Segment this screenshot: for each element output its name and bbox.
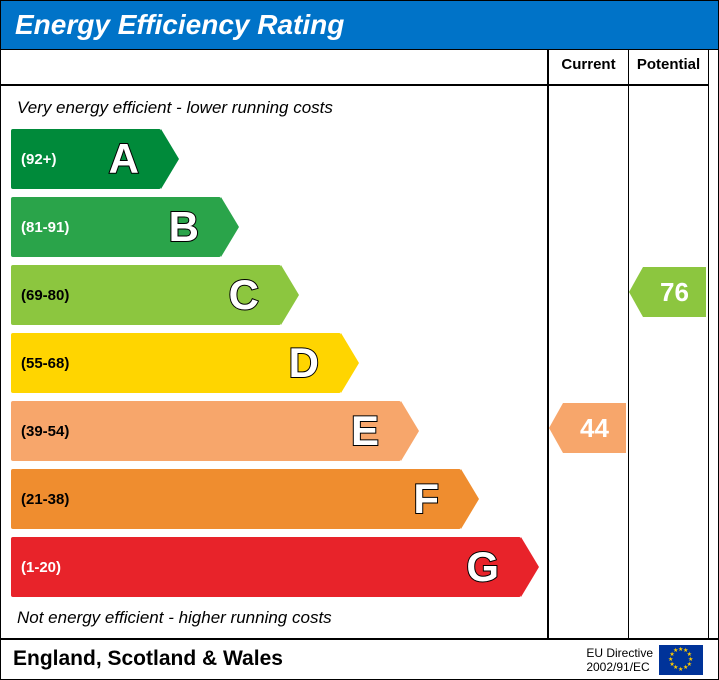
band-range-a: (92+) (11, 151, 56, 168)
potential-pointer-value: 76 (660, 277, 689, 308)
band-letter-g: G (466, 543, 499, 591)
eu-flag-icon: ★★★★★★★★★★★★ (659, 645, 703, 675)
band-tip-d (341, 333, 359, 393)
band-row-b: (81-91) B (11, 196, 537, 258)
eu-star-icon: ★ (683, 664, 688, 671)
header-potential: Potential (629, 50, 709, 86)
band-tip-a (161, 129, 179, 189)
current-column: 44 (549, 86, 629, 638)
band-bar-a: (92+) A (11, 129, 161, 189)
header-blank (1, 50, 549, 86)
band-range-f: (21-38) (11, 491, 69, 508)
band-letter-f: F (413, 475, 439, 523)
potential-pointer-arrow (629, 267, 643, 317)
band-bar-f: (21-38) F (11, 469, 461, 529)
band-bar-e: (39-54) E (11, 401, 401, 461)
current-pointer: 44 (563, 403, 626, 453)
current-pointer-value: 44 (580, 413, 609, 444)
band-bar-b: (81-91) B (11, 197, 221, 257)
bands-list: (92+) A (81-91) B (69-80) C (55-68) D (39-54) E (2… (11, 128, 537, 598)
band-tip-b (221, 197, 239, 257)
footer-region: England, Scotland & Wales (1, 640, 549, 679)
band-row-c: (69-80) C (11, 264, 537, 326)
band-tip-g (521, 537, 539, 597)
band-letter-a: A (109, 135, 139, 183)
title-bar: Energy Efficiency Rating (0, 0, 719, 50)
eu-star-icon: ★ (673, 647, 678, 654)
band-row-a: (92+) A (11, 128, 537, 190)
current-pointer-arrow (549, 403, 563, 453)
header-current: Current (549, 50, 629, 86)
band-row-f: (21-38) F (11, 468, 537, 530)
chart-title: Energy Efficiency Rating (15, 9, 344, 40)
band-bar-g: (1-20) G (11, 537, 521, 597)
band-bar-d: (55-68) D (11, 333, 341, 393)
band-range-b: (81-91) (11, 219, 69, 236)
band-row-d: (55-68) D (11, 332, 537, 394)
band-tip-f (461, 469, 479, 529)
band-tip-c (281, 265, 299, 325)
bands-cell: Very energy efficient - lower running co… (1, 86, 549, 638)
band-letter-d: D (289, 339, 319, 387)
directive-text: EU Directive 2002/91/EC (586, 646, 653, 674)
band-letter-b: B (169, 203, 199, 251)
directive-line2: 2002/91/EC (586, 660, 653, 674)
band-range-c: (69-80) (11, 287, 69, 304)
bottom-efficiency-label: Not energy efficient - higher running co… (17, 608, 537, 628)
band-bar-c: (69-80) C (11, 265, 281, 325)
band-range-d: (55-68) (11, 355, 69, 372)
potential-pointer: 76 (643, 267, 706, 317)
band-range-g: (1-20) (11, 559, 61, 576)
potential-column: 76 (629, 86, 709, 638)
footer: England, Scotland & Wales EU Directive 2… (0, 638, 719, 680)
band-row-e: (39-54) E (11, 400, 537, 462)
chart-grid: Current Potential Very energy efficient … (0, 50, 719, 638)
top-efficiency-label: Very energy efficient - lower running co… (17, 98, 537, 118)
footer-directive: EU Directive 2002/91/EC ★★★★★★★★★★★★ (549, 640, 709, 679)
band-letter-c: C (229, 271, 259, 319)
epc-chart-container: Energy Efficiency Rating Current Potenti… (0, 0, 719, 675)
eu-star-icon: ★ (678, 666, 683, 673)
band-letter-e: E (351, 407, 379, 455)
directive-line1: EU Directive (586, 646, 653, 660)
band-tip-e (401, 401, 419, 461)
band-row-g: (1-20) G (11, 536, 537, 598)
band-range-e: (39-54) (11, 423, 69, 440)
